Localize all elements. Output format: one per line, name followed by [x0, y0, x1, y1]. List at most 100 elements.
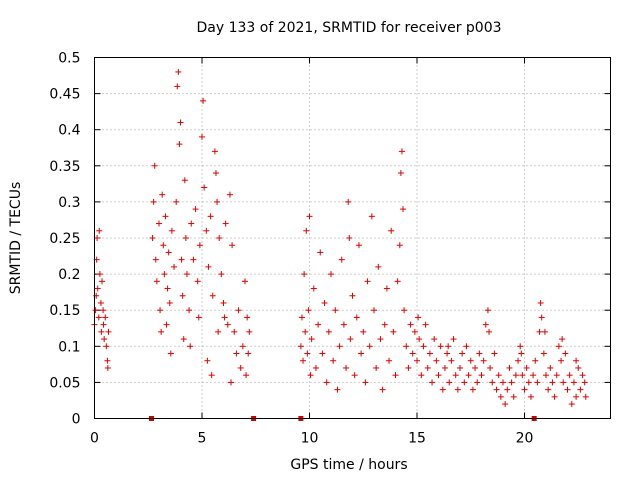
data-point	[484, 307, 491, 314]
data-point	[151, 162, 158, 169]
data-point	[195, 314, 202, 321]
data-point	[338, 256, 345, 263]
data-point	[222, 220, 229, 227]
data-point	[573, 393, 580, 400]
data-point	[416, 336, 423, 343]
data-point	[486, 328, 493, 335]
data-point	[303, 227, 310, 234]
data-point	[307, 372, 314, 379]
data-point	[530, 372, 537, 379]
data-point	[220, 299, 227, 306]
data-point	[469, 386, 476, 393]
data-point	[491, 350, 498, 357]
data-point	[545, 386, 552, 393]
data-point	[441, 364, 448, 371]
data-point	[315, 321, 322, 328]
data-point	[532, 357, 539, 364]
data-point	[94, 285, 101, 292]
data-point	[298, 314, 305, 321]
data-point	[482, 321, 489, 328]
data-point	[332, 307, 339, 314]
data-point	[398, 148, 405, 155]
data-point	[105, 328, 112, 335]
data-point	[159, 191, 166, 198]
data-point	[575, 364, 582, 371]
data-point	[397, 170, 404, 177]
x-tick-label: 0	[90, 431, 99, 447]
data-point	[390, 328, 397, 335]
y-tick-label: 0.1	[58, 339, 80, 355]
data-point	[231, 328, 238, 335]
data-point	[104, 357, 111, 364]
data-point	[448, 357, 455, 364]
data-point	[312, 364, 319, 371]
data-point	[368, 213, 375, 220]
data-point	[242, 278, 248, 285]
data-point	[215, 328, 222, 335]
data-point	[347, 336, 354, 343]
data-point	[163, 321, 170, 328]
data-point	[541, 328, 548, 335]
data-point	[321, 299, 328, 306]
data-point	[581, 379, 588, 386]
data-point	[201, 184, 208, 191]
data-point	[579, 372, 586, 379]
data-point	[551, 393, 558, 400]
data-point	[566, 372, 573, 379]
data-point	[102, 314, 109, 321]
data-point	[426, 350, 433, 357]
data-point	[305, 307, 312, 314]
data-point	[527, 393, 534, 400]
data-point	[221, 314, 228, 321]
data-point	[420, 343, 427, 350]
data-point	[377, 336, 384, 343]
data-point	[211, 148, 218, 155]
data-point	[403, 343, 410, 350]
y-tick-label: 0.2	[58, 267, 80, 283]
data-point	[424, 364, 431, 371]
data-point	[411, 328, 418, 335]
data-point	[349, 292, 356, 299]
data-point	[435, 372, 442, 379]
data-point	[308, 336, 315, 343]
data-point	[302, 328, 309, 335]
data-point	[537, 299, 544, 306]
data-point	[200, 97, 207, 104]
data-point	[100, 321, 107, 328]
data-point	[168, 227, 175, 234]
data-point	[186, 307, 193, 314]
data-point	[549, 379, 556, 386]
data-point	[543, 372, 549, 379]
y-axis-label: SRMTID / TECUs	[8, 182, 24, 295]
x-tick-label: 20	[516, 431, 534, 447]
data-point	[100, 307, 107, 314]
data-point	[97, 299, 104, 306]
data-point	[174, 83, 181, 90]
data-point	[519, 372, 526, 379]
data-point	[358, 350, 365, 357]
data-point	[328, 271, 334, 278]
data-point	[95, 314, 102, 321]
data-point	[340, 321, 347, 328]
data-point	[534, 379, 541, 386]
data-point-layer	[91, 68, 589, 408]
data-point	[559, 336, 566, 343]
data-point	[392, 372, 399, 379]
data-point	[409, 350, 416, 357]
data-point	[343, 364, 350, 371]
data-point	[243, 372, 250, 379]
data-point	[465, 372, 472, 379]
data-point	[463, 343, 470, 350]
data-point	[433, 357, 440, 364]
data-point	[396, 242, 403, 249]
data-point	[212, 170, 219, 177]
data-point	[495, 372, 502, 379]
data-point	[582, 393, 589, 400]
data-point	[360, 328, 367, 335]
data-point	[214, 198, 221, 205]
data-point	[98, 328, 105, 335]
data-point	[104, 364, 111, 371]
data-point	[205, 263, 212, 270]
data-point	[345, 198, 352, 205]
